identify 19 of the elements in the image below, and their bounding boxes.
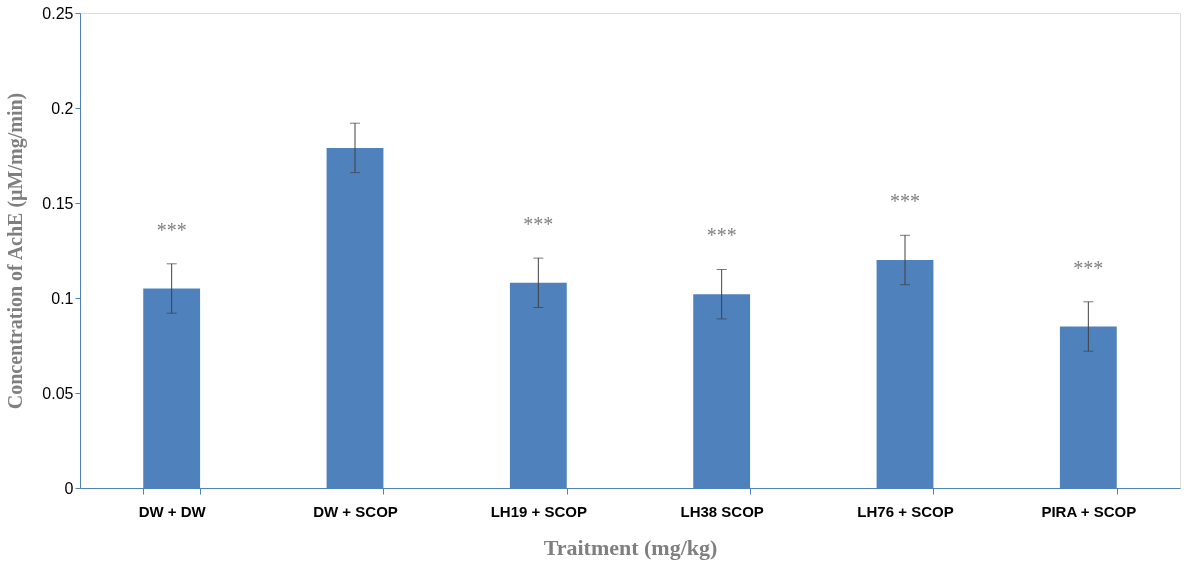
x-tick-label: PIRA + SCOP: [1041, 502, 1137, 520]
y-axis-title: Concentration of AchE (µM/mg/min): [4, 92, 28, 410]
x-tick-label: LH19 + SCOP: [490, 502, 587, 520]
annotation: ***: [1073, 256, 1104, 279]
annotation: ***: [890, 190, 920, 212]
annotation: ***: [156, 218, 187, 241]
y-tick-label: 0.15: [42, 194, 74, 212]
y-tick-label: 0.25: [42, 4, 74, 22]
x-axis-title: Traitment (mg/kg): [543, 534, 718, 560]
y-tick-label: 0.05: [42, 384, 74, 402]
x-tick-label: LH38 SCOP: [680, 502, 764, 520]
annotation: ***: [706, 224, 737, 247]
annotation: ***: [523, 212, 554, 235]
x-tick-label: DW + DW: [138, 502, 207, 520]
x-tick-label: DW + SCOP: [313, 502, 398, 520]
x-tick-label: LH76 + SCOP: [857, 502, 954, 520]
y-tick-label: 0.2: [51, 99, 74, 117]
y-tick-label: 0.1: [51, 289, 74, 307]
y-tick-label: 0: [64, 479, 74, 497]
